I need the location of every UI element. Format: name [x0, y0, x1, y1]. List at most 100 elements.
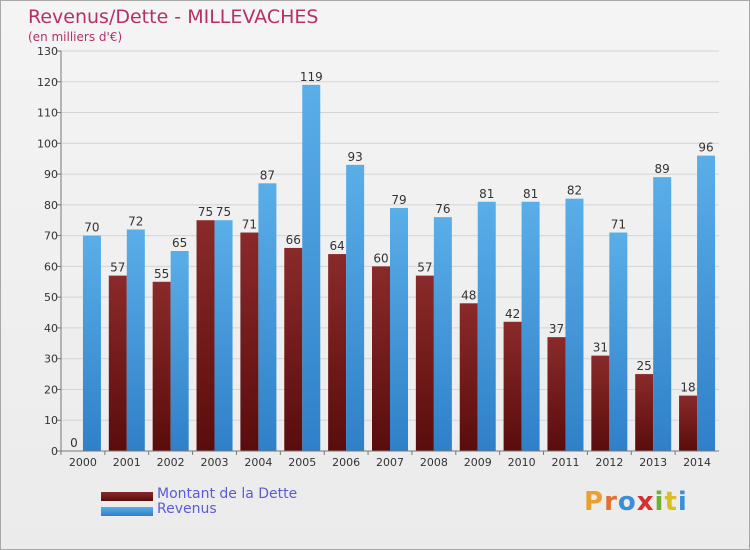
- bar-debt-2011: [547, 337, 566, 451]
- x-tick-label-2010: 2010: [508, 456, 536, 469]
- x-tick-label-2000: 2000: [69, 456, 97, 469]
- data-label-debt-2007: 60: [373, 251, 388, 265]
- bar-revenue-2003: [214, 220, 233, 451]
- y-tick-label-110: 110: [37, 107, 58, 120]
- data-label-revenue-2006: 93: [347, 150, 362, 164]
- bar-revenue-2005: [302, 84, 321, 451]
- bar-revenue-2002: [170, 251, 189, 451]
- data-label-revenue-2007: 79: [391, 193, 406, 207]
- data-label-revenue-2014: 96: [698, 141, 713, 155]
- chart-title: Revenus/Dette - MILLEVACHES: [28, 6, 319, 28]
- bar-debt-2004: [240, 232, 259, 451]
- y-tick-label-0: 0: [51, 445, 58, 458]
- bar-revenue-2000: [82, 235, 101, 451]
- y-tick-label-10: 10: [44, 414, 58, 427]
- y-tick-label-70: 70: [44, 230, 58, 243]
- bar-revenue-2006: [346, 164, 365, 451]
- data-label-debt-2000: 0: [70, 436, 78, 450]
- y-tick-label-40: 40: [44, 322, 58, 335]
- logo-letter: o: [617, 487, 637, 517]
- y-tick-label-30: 30: [44, 353, 58, 366]
- legend-swatch-debt: [101, 492, 153, 501]
- data-label-revenue-2010: 81: [523, 187, 538, 201]
- bar-debt-2009: [459, 303, 478, 451]
- data-label-debt-2013: 25: [637, 359, 652, 373]
- data-label-revenue-2003: 75: [216, 205, 231, 219]
- data-label-debt-2010: 42: [505, 307, 520, 321]
- data-label-revenue-2013: 89: [655, 162, 670, 176]
- bar-revenue-2013: [653, 177, 672, 451]
- x-tick-label-2001: 2001: [113, 456, 141, 469]
- bar-debt-2005: [284, 247, 303, 451]
- data-label-debt-2009: 48: [461, 288, 476, 302]
- logo-letter: t: [664, 487, 678, 517]
- logo-letter: r: [604, 487, 618, 517]
- bars: [82, 84, 716, 452]
- x-tick-label-2014: 2014: [683, 456, 711, 469]
- data-label-debt-2002: 55: [154, 267, 169, 281]
- data-label-debt-2004: 71: [242, 218, 257, 232]
- data-label-debt-2005: 66: [286, 233, 301, 247]
- data-label-debt-2008: 57: [417, 261, 432, 275]
- bar-debt-2003: [196, 220, 215, 451]
- data-label-revenue-2002: 65: [172, 236, 187, 250]
- x-tick-label-2012: 2012: [595, 456, 623, 469]
- x-tick-label-2004: 2004: [244, 456, 272, 469]
- x-tick-label-2008: 2008: [420, 456, 448, 469]
- bar-debt-2014: [679, 395, 698, 451]
- data-label-revenue-2001: 72: [128, 214, 143, 228]
- bar-revenue-2012: [609, 232, 628, 451]
- proxiti-logo: Proxiti: [584, 487, 688, 517]
- data-label-revenue-2004: 87: [260, 168, 275, 182]
- x-tick-label-2005: 2005: [288, 456, 316, 469]
- y-tick-label-80: 80: [44, 199, 58, 212]
- data-label-debt-2012: 31: [593, 341, 608, 355]
- legend-label-debt: Montant de la Dette: [157, 486, 298, 502]
- bar-revenue-2007: [390, 207, 408, 451]
- y-tick-label-100: 100: [37, 137, 58, 150]
- logo-letter: i: [677, 487, 688, 517]
- bar-debt-2007: [372, 266, 390, 451]
- data-label-revenue-2008: 76: [435, 202, 450, 216]
- bar-debt-2012: [591, 355, 610, 451]
- bar-revenue-2014: [697, 155, 716, 451]
- data-label-revenue-2000: 70: [84, 221, 99, 235]
- bar-revenue-2009: [477, 201, 496, 451]
- data-label-debt-2006: 64: [329, 239, 344, 253]
- bar-debt-2013: [635, 374, 654, 451]
- x-tick-label-2009: 2009: [464, 456, 492, 469]
- bar-debt-2001: [108, 275, 127, 451]
- y-tick-label-90: 90: [44, 168, 58, 181]
- bar-debt-2008: [415, 275, 434, 451]
- bar-debt-2010: [503, 321, 522, 451]
- data-label-debt-2011: 37: [549, 322, 564, 336]
- y-tick-label-130: 130: [37, 45, 58, 58]
- data-label-debt-2014: 18: [680, 381, 695, 395]
- y-tick-label-60: 60: [44, 260, 58, 273]
- data-label-revenue-2011: 82: [567, 184, 582, 198]
- chart-subtitle: (en milliers d'€): [28, 30, 123, 44]
- data-label-revenue-2009: 81: [479, 187, 494, 201]
- axes: 0 10 20 30 40 50 60 70 80 90 100 110 120 130 2000 2001 2…: [37, 45, 719, 469]
- bar-revenue-2004: [258, 183, 277, 452]
- x-tick-label-2002: 2002: [157, 456, 185, 469]
- data-label-debt-2001: 57: [110, 261, 125, 275]
- bar-revenue-2008: [433, 217, 452, 451]
- legend-label-revenue: Revenus: [157, 501, 217, 517]
- data-label-revenue-2005: 119: [300, 70, 323, 84]
- bar-debt-2006: [328, 254, 347, 451]
- bar-revenue-2010: [521, 201, 540, 451]
- legend-swatch-revenue: [101, 507, 153, 516]
- logo-letter: i: [654, 487, 665, 517]
- logo-letter: P: [584, 487, 605, 517]
- data-label-debt-2003: 75: [198, 205, 213, 219]
- x-tick-label-2011: 2011: [551, 456, 579, 469]
- x-tick-label-2006: 2006: [332, 456, 360, 469]
- logo-letter: x: [636, 487, 655, 517]
- y-tick-label-120: 120: [37, 76, 58, 89]
- bar-debt-2002: [152, 281, 171, 451]
- x-tick-label-2013: 2013: [639, 456, 667, 469]
- x-tick-label-2007: 2007: [376, 456, 404, 469]
